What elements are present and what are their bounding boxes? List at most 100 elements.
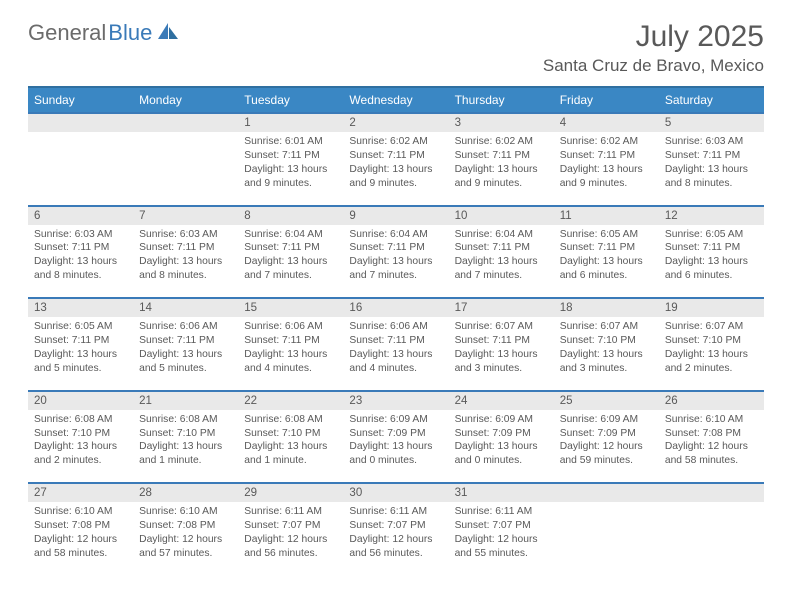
detail-row: Sunrise: 6:08 AM Sunset: 7:10 PM Daylight:…	[28, 410, 764, 484]
day-cell: Sunrise: 6:10 AMSunset: 7:08 PMDaylight:…	[133, 502, 238, 575]
day-cell: Sunrise: 6:05 AMSunset: 7:11 PMDaylight:…	[554, 225, 659, 299]
daynum-cell: 10	[449, 206, 554, 225]
daylight-text: Daylight: 13 hours and 2 minutes.	[665, 348, 758, 376]
title-block: July 2025 Santa Cruz de Bravo, Mexico	[543, 20, 764, 76]
daynum-cell: 15	[238, 298, 343, 317]
daylight-text: Daylight: 12 hours and 57 minutes.	[139, 533, 232, 561]
daynum-cell: 18	[554, 298, 659, 317]
daylight-text: Daylight: 13 hours and 9 minutes.	[455, 163, 548, 191]
sunset-text: Sunset: 7:11 PM	[665, 149, 758, 163]
header: GeneralBlue July 2025 Santa Cruz de Brav…	[28, 20, 764, 76]
daynum-cell: 16	[343, 298, 448, 317]
daylight-text: Daylight: 13 hours and 1 minute.	[244, 440, 337, 468]
sunrise-text: Sunrise: 6:11 AM	[455, 505, 548, 519]
sunrise-text: Sunrise: 6:11 AM	[244, 505, 337, 519]
day-cell: Sunrise: 6:07 AMSunset: 7:10 PMDaylight:…	[659, 317, 764, 391]
sunset-text: Sunset: 7:09 PM	[349, 427, 442, 441]
daynum-cell: 21	[133, 391, 238, 410]
day-cell: Sunrise: 6:01 AMSunset: 7:11 PMDaylight:…	[238, 132, 343, 206]
sunrise-text: Sunrise: 6:08 AM	[139, 413, 232, 427]
day-cell: Sunrise: 6:04 AMSunset: 7:11 PMDaylight:…	[343, 225, 448, 299]
daynum-cell: 28	[133, 483, 238, 502]
sunrise-text: Sunrise: 6:03 AM	[139, 228, 232, 242]
day-cell	[28, 132, 133, 206]
logo: GeneralBlue	[28, 20, 180, 46]
daynum-cell: 25	[554, 391, 659, 410]
daylight-text: Daylight: 12 hours and 56 minutes.	[349, 533, 442, 561]
daylight-text: Daylight: 13 hours and 5 minutes.	[139, 348, 232, 376]
daylight-text: Daylight: 12 hours and 59 minutes.	[560, 440, 653, 468]
sunrise-text: Sunrise: 6:11 AM	[349, 505, 442, 519]
sunset-text: Sunset: 7:10 PM	[34, 427, 127, 441]
day-cell: Sunrise: 6:06 AMSunset: 7:11 PMDaylight:…	[343, 317, 448, 391]
daynum-cell: 4	[554, 113, 659, 132]
daylight-text: Daylight: 13 hours and 4 minutes.	[244, 348, 337, 376]
day-cell	[659, 502, 764, 575]
sunset-text: Sunset: 7:11 PM	[560, 149, 653, 163]
daynum-cell	[659, 483, 764, 502]
daynum-cell: 22	[238, 391, 343, 410]
sunset-text: Sunset: 7:11 PM	[455, 241, 548, 255]
sunrise-text: Sunrise: 6:08 AM	[244, 413, 337, 427]
location-subtitle: Santa Cruz de Bravo, Mexico	[543, 56, 764, 76]
sunrise-text: Sunrise: 6:07 AM	[665, 320, 758, 334]
detail-row: Sunrise: 6:10 AMSunset: 7:08 PMDaylight:…	[28, 502, 764, 575]
sunset-text: Sunset: 7:11 PM	[455, 149, 548, 163]
sunset-text: Sunset: 7:10 PM	[560, 334, 653, 348]
daynum-cell: 9	[343, 206, 448, 225]
daynum-row: 13141516171819	[28, 298, 764, 317]
daynum-cell	[133, 113, 238, 132]
sunset-text: Sunset: 7:09 PM	[560, 427, 653, 441]
sunset-text: Sunset: 7:07 PM	[455, 519, 548, 533]
sunrise-text: Sunrise: 6:09 AM	[349, 413, 442, 427]
dow-row: SundayMondayTuesdayWednesdayThursdayFrid…	[28, 87, 764, 113]
daynum-cell: 13	[28, 298, 133, 317]
sunrise-text: Sunrise: 6:10 AM	[665, 413, 758, 427]
sunrise-text: Sunrise: 6:10 AM	[34, 505, 127, 519]
sunset-text: Sunset: 7:08 PM	[139, 519, 232, 533]
sunset-text: Sunset: 7:11 PM	[244, 241, 337, 255]
daylight-text: Daylight: 13 hours and 8 minutes.	[34, 255, 127, 283]
daynum-cell: 12	[659, 206, 764, 225]
sunrise-text: Sunrise: 6:09 AM	[455, 413, 548, 427]
sunrise-text: Sunrise: 6:02 AM	[349, 135, 442, 149]
daynum-cell: 1	[238, 113, 343, 132]
sunset-text: Sunset: 7:09 PM	[455, 427, 548, 441]
logo-sail-icon	[156, 21, 180, 46]
daynum-cell: 29	[238, 483, 343, 502]
sunrise-text: Sunrise: 6:04 AM	[455, 228, 548, 242]
daynum-cell: 23	[343, 391, 448, 410]
day-cell: Sunrise: 6:07 AMSunset: 7:11 PMDaylight:…	[449, 317, 554, 391]
daylight-text: Daylight: 13 hours and 3 minutes.	[455, 348, 548, 376]
dow-cell: Wednesday	[343, 87, 448, 113]
day-cell: Sunrise: 6:10 AMSunset: 7:08 PMDaylight:…	[659, 410, 764, 484]
sunset-text: Sunset: 7:11 PM	[349, 241, 442, 255]
sunrise-text: Sunrise: 6:10 AM	[139, 505, 232, 519]
day-cell: Sunrise: 6:08 AMSunset: 7:10 PMDaylight:…	[238, 410, 343, 484]
sunrise-text: Sunrise: 6:06 AM	[139, 320, 232, 334]
day-cell: Sunrise: 6:02 AMSunset: 7:11 PMDaylight:…	[343, 132, 448, 206]
daynum-row: 2728293031	[28, 483, 764, 502]
logo-text-general: General	[28, 20, 106, 46]
sunset-text: Sunset: 7:11 PM	[139, 334, 232, 348]
sunset-text: Sunset: 7:11 PM	[139, 241, 232, 255]
daynum-cell: 5	[659, 113, 764, 132]
daylight-text: Daylight: 13 hours and 7 minutes.	[455, 255, 548, 283]
logo-text-blue: Blue	[108, 20, 152, 46]
sunrise-text: Sunrise: 6:01 AM	[244, 135, 337, 149]
sunset-text: Sunset: 7:10 PM	[665, 334, 758, 348]
daylight-text: Daylight: 13 hours and 5 minutes.	[34, 348, 127, 376]
daynum-cell: 17	[449, 298, 554, 317]
day-cell: Sunrise: 6:09 AMSunset: 7:09 PMDaylight:…	[343, 410, 448, 484]
daylight-text: Daylight: 13 hours and 6 minutes.	[560, 255, 653, 283]
dow-cell: Monday	[133, 87, 238, 113]
day-cell	[554, 502, 659, 575]
sunrise-text: Sunrise: 6:07 AM	[455, 320, 548, 334]
daylight-text: Daylight: 13 hours and 9 minutes.	[349, 163, 442, 191]
day-cell: Sunrise: 6:08 AMSunset: 7:10 PMDaylight:…	[28, 410, 133, 484]
dow-cell: Thursday	[449, 87, 554, 113]
sunset-text: Sunset: 7:08 PM	[34, 519, 127, 533]
daylight-text: Daylight: 13 hours and 7 minutes.	[244, 255, 337, 283]
sunset-text: Sunset: 7:11 PM	[560, 241, 653, 255]
daylight-text: Daylight: 13 hours and 3 minutes.	[560, 348, 653, 376]
